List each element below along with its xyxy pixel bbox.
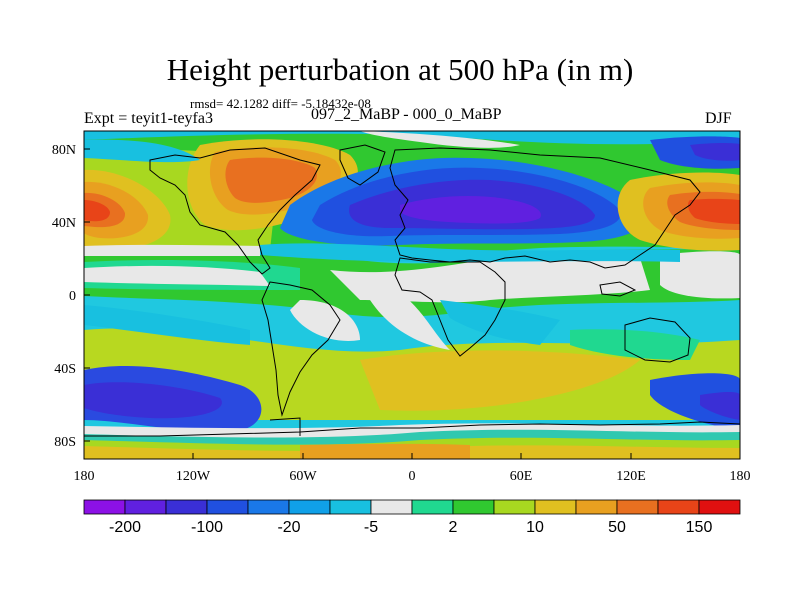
colorbar-label: 50	[608, 519, 626, 536]
colorbar-swatch	[206, 499, 249, 515]
colorbar-label: -200	[109, 519, 141, 536]
colorbar-swatch	[83, 499, 126, 515]
colorbar-swatch	[165, 499, 208, 515]
colorbar-labels: -200 -100 -20 -5 2 10 50 150	[109, 519, 712, 536]
y-tick-label: 80S	[54, 435, 76, 450]
x-tick-label: 180	[74, 469, 95, 484]
plot-title: Height perturbation at 500 hPa (in m)	[166, 52, 634, 87]
y-axis-labels: 80N 40N 0 40S 80S	[52, 143, 76, 450]
stats-subtitle: rmsd= 42.1282 diff= -5.18432e-08	[190, 96, 371, 111]
x-tick-label: 120E	[616, 469, 646, 484]
x-tick-label: 0	[409, 469, 416, 484]
y-tick-label: 80N	[52, 143, 76, 158]
season-label: DJF	[705, 110, 732, 127]
colorbar-swatch	[124, 499, 167, 515]
colorbar-swatch	[575, 499, 618, 515]
period-label: 097_2_MaBP - 000_0_MaBP	[311, 106, 502, 123]
experiment-label: Expt = teyit1-teyfa3	[84, 110, 213, 127]
x-tick-label: 60E	[510, 469, 533, 484]
colorbar-swatch	[493, 499, 536, 515]
colorbar-label: 150	[686, 519, 713, 536]
axis-ticks	[83, 148, 741, 459]
x-tick-label: 60W	[289, 469, 317, 484]
colorbar-swatch	[698, 499, 741, 515]
colorbar-label: -20	[277, 519, 300, 536]
contour-field	[84, 131, 740, 459]
colorbar-label: 10	[526, 519, 544, 536]
colorbar-label: -100	[191, 519, 223, 536]
colorbar-label: -5	[364, 519, 378, 536]
x-tick-label: 180	[730, 469, 751, 484]
colorbar-swatch	[288, 499, 331, 515]
y-tick-label: 40S	[54, 362, 76, 377]
x-tick-label: 120W	[176, 469, 211, 484]
x-axis-labels: 180 120W 60W 0 60E 120E 180	[74, 469, 751, 484]
colorbar-swatch	[452, 499, 495, 515]
coastlines	[84, 144, 740, 437]
colorbar-swatch	[534, 499, 577, 515]
colorbar-swatch	[657, 499, 700, 515]
colorbar-swatch	[616, 499, 659, 515]
colorbar	[83, 499, 741, 515]
y-tick-label: 0	[69, 289, 76, 304]
colorbar-label: 2	[449, 519, 458, 536]
y-tick-label: 40N	[52, 216, 76, 231]
colorbar-swatch	[411, 499, 454, 515]
colorbar-swatch	[247, 499, 290, 515]
colorbar-swatch	[370, 499, 413, 515]
colorbar-swatch	[329, 499, 372, 515]
